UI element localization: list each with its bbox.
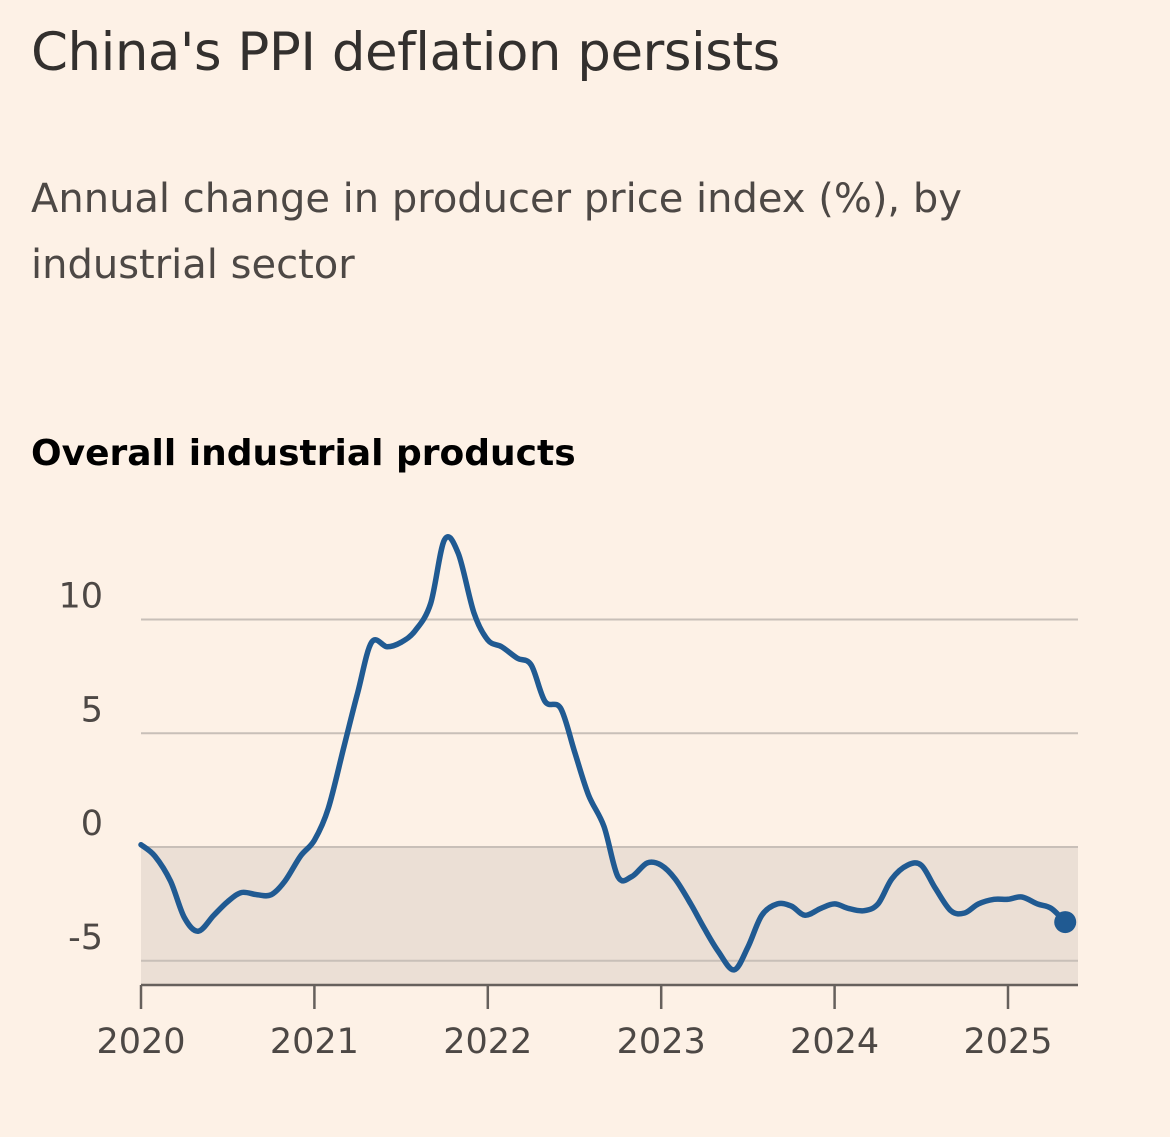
data-point xyxy=(428,601,434,607)
y-tick-label: 10 xyxy=(58,577,103,617)
data-point xyxy=(471,610,477,616)
x-tick-label: 2024 xyxy=(790,1022,879,1062)
x-tick-label: 2025 xyxy=(963,1022,1052,1062)
data-point xyxy=(672,876,678,882)
data-point xyxy=(889,876,895,882)
y-tick-label: 5 xyxy=(81,690,103,730)
data-point xyxy=(485,637,491,643)
data-point xyxy=(976,901,982,907)
data-point xyxy=(644,860,650,866)
data-point xyxy=(499,644,505,650)
data-point xyxy=(962,910,968,916)
data-point xyxy=(369,639,375,645)
series-line-overall-industrial-products xyxy=(138,534,1068,973)
negative-region-band xyxy=(141,847,1078,985)
data-point xyxy=(1019,894,1025,900)
data-point xyxy=(948,908,954,914)
data-point xyxy=(398,639,404,645)
data-point xyxy=(861,908,867,914)
data-point xyxy=(774,901,780,907)
data-point xyxy=(688,901,694,907)
data-point xyxy=(412,628,418,634)
data-point xyxy=(298,853,304,859)
data-point xyxy=(239,890,245,896)
chart-subtitle: Annual change in producer price index (%… xyxy=(31,176,962,288)
data-point xyxy=(455,551,461,557)
data-point xyxy=(528,662,534,668)
data-point xyxy=(282,878,288,884)
data-point xyxy=(558,705,564,711)
series-end-marker xyxy=(1054,911,1077,934)
data-point xyxy=(341,744,347,750)
data-point xyxy=(759,912,765,918)
data-point xyxy=(181,915,187,921)
data-point xyxy=(1034,901,1040,907)
panel-title: Overall industrial products xyxy=(31,433,576,474)
data-point xyxy=(845,905,851,911)
data-point xyxy=(138,842,144,848)
data-point xyxy=(325,805,331,811)
data-point xyxy=(818,905,824,911)
x-tick-label: 2021 xyxy=(270,1022,359,1062)
chart-title: China's PPI deflation persists xyxy=(31,22,780,83)
y-axis-labels: 10 5 0 -5 xyxy=(58,577,103,958)
data-point xyxy=(585,792,591,798)
data-point xyxy=(702,926,708,932)
data-point xyxy=(715,949,721,955)
data-point xyxy=(211,912,217,918)
y-tick-label: -5 xyxy=(68,918,103,958)
data-point xyxy=(572,748,578,754)
data-point xyxy=(355,689,361,695)
data-point xyxy=(788,903,794,909)
data-point xyxy=(1005,896,1011,902)
data-point xyxy=(832,901,838,907)
x-tick-label: 2020 xyxy=(96,1022,185,1062)
data-point xyxy=(731,967,737,973)
x-axis-ticks: 2020 2021 2022 2023 2024 2025 xyxy=(96,985,1053,1062)
data-point xyxy=(615,874,621,880)
data-point xyxy=(225,899,231,905)
data-point xyxy=(802,912,808,918)
data-point xyxy=(932,885,938,891)
data-point xyxy=(268,892,274,898)
data-point xyxy=(745,944,751,950)
data-point xyxy=(601,824,607,830)
data-point xyxy=(1048,905,1054,911)
data-point xyxy=(152,853,158,859)
data-point xyxy=(195,928,201,934)
data-point xyxy=(514,655,520,661)
data-point xyxy=(384,644,390,650)
data-point xyxy=(629,874,635,880)
x-tick-label: 2023 xyxy=(617,1022,706,1062)
y-tick-label: 0 xyxy=(81,804,103,844)
data-point xyxy=(542,698,548,704)
data-point xyxy=(875,901,881,907)
x-tick-label: 2022 xyxy=(443,1022,532,1062)
data-point xyxy=(167,878,173,884)
data-point xyxy=(918,862,924,868)
data-point xyxy=(441,537,447,543)
data-point xyxy=(904,862,910,868)
data-point xyxy=(658,862,664,868)
data-point xyxy=(991,896,997,902)
data-point xyxy=(254,892,260,898)
data-point xyxy=(311,837,317,843)
